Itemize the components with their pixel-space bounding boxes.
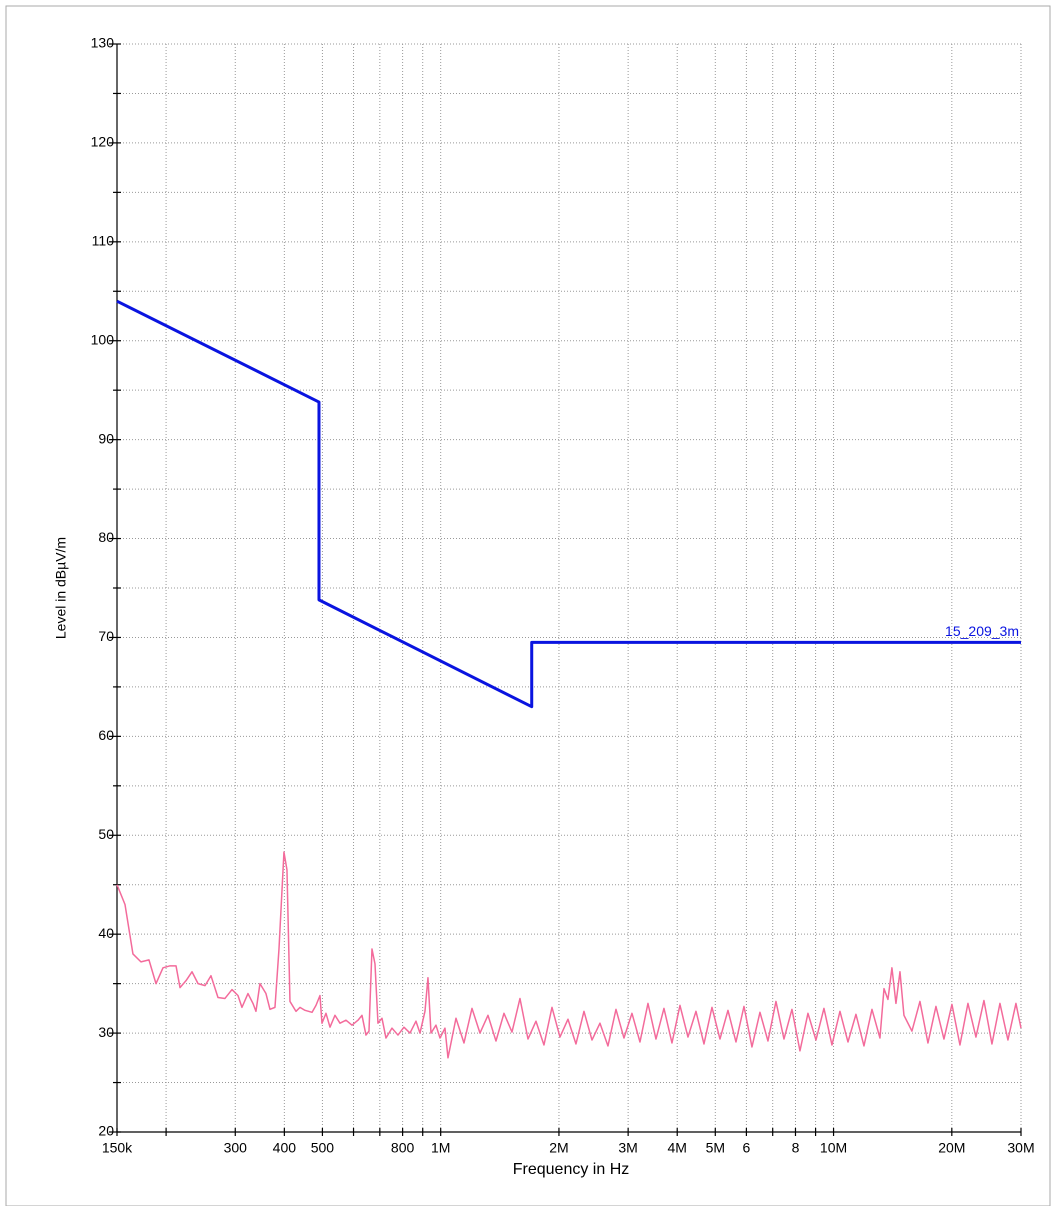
- series-label: 15_209_3m: [945, 623, 1019, 639]
- x-tick-label: 300: [224, 1140, 248, 1156]
- y-tick-label: 80: [98, 529, 114, 545]
- series-line: [116, 851, 1022, 1059]
- x-tick-label: 20M: [938, 1140, 965, 1156]
- x-tick-label: 800: [391, 1140, 415, 1156]
- y-tick-label: 90: [98, 430, 114, 446]
- y-tick-label: 130: [91, 35, 115, 51]
- x-tick-label: 10M: [820, 1140, 847, 1156]
- x-tick-label: 2M: [549, 1140, 568, 1156]
- y-tick-label: 50: [98, 826, 114, 842]
- y-axis-label: Level in dBµV/m: [53, 537, 69, 639]
- x-tick-label: 1M: [431, 1140, 450, 1156]
- x-tick-label: 4M: [667, 1140, 686, 1156]
- y-tick-label: 40: [98, 925, 114, 941]
- x-tick-label: 30M: [1007, 1140, 1034, 1156]
- y-tick-label: 100: [91, 331, 115, 347]
- frame: [5, 5, 1051, 1206]
- x-tick-label: 6: [742, 1140, 750, 1156]
- x-tick-label: 3M: [618, 1140, 637, 1156]
- x-tick-label: 400: [273, 1140, 297, 1156]
- y-tick-label: 110: [92, 233, 115, 249]
- x-axis-label: Frequency in Hz: [513, 1161, 630, 1178]
- y-tick-label: 20: [98, 1123, 114, 1139]
- series-line: [116, 299, 1021, 709]
- y-tick-label: 70: [98, 628, 114, 644]
- x-tick-label: 5M: [706, 1140, 725, 1156]
- y-tick-label: 120: [91, 134, 115, 150]
- x-tick-label: 500: [311, 1140, 335, 1156]
- x-tick-label: 8: [792, 1140, 800, 1156]
- y-tick-label: 60: [98, 727, 114, 743]
- y-tick-label: 30: [98, 1024, 114, 1040]
- x-tick-label: 150k: [102, 1140, 133, 1156]
